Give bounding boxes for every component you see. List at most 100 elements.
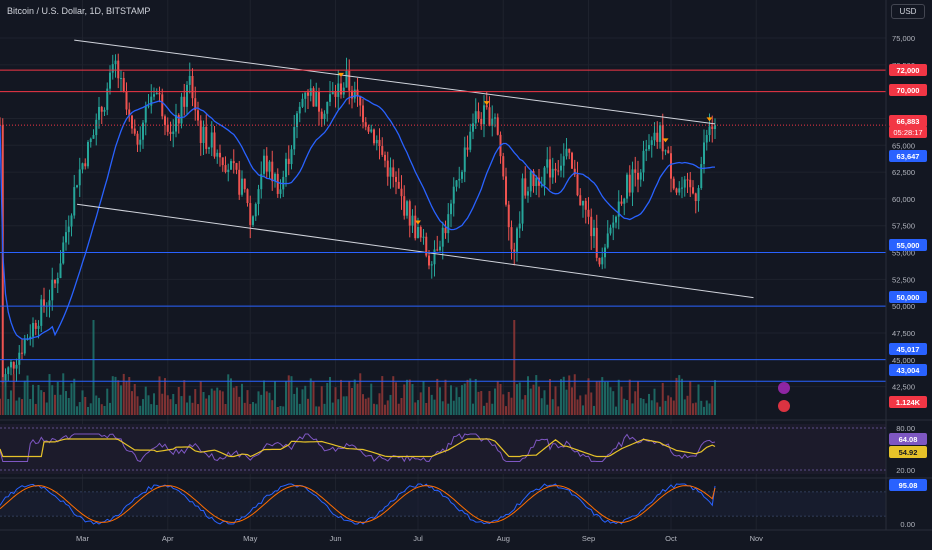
volume-bar — [337, 399, 340, 415]
volume-bar — [122, 373, 125, 415]
volume-bar — [26, 375, 29, 415]
volume-bar — [516, 384, 518, 415]
resistance-70000-tag: 70,000 — [889, 84, 927, 96]
candle-body — [477, 111, 480, 119]
volume-bar — [150, 404, 153, 415]
volume-bar — [571, 387, 573, 415]
rsi-ma-line — [0, 438, 716, 458]
price-tick-label: 45,000 — [892, 356, 915, 365]
volume-bar — [155, 404, 158, 415]
volume-bar — [593, 405, 595, 415]
volume-bar — [23, 380, 26, 415]
volume-bar — [100, 404, 103, 415]
candle-body — [323, 113, 326, 119]
volume-bar — [549, 379, 551, 415]
candle-body — [279, 189, 282, 194]
candle-body — [65, 232, 67, 243]
candle-body — [571, 152, 573, 169]
volume-bar — [334, 387, 337, 415]
candle-body — [463, 147, 466, 172]
candle-body — [224, 165, 227, 173]
volume-bar — [430, 394, 433, 415]
month-label: Sep — [582, 534, 595, 543]
volume-bar — [263, 380, 265, 415]
volume-bar — [37, 385, 40, 415]
candle-body — [714, 125, 716, 129]
support-50000-tag: 50,000 — [889, 291, 927, 303]
candle-body — [133, 128, 136, 134]
candle-body — [334, 91, 337, 97]
volume-bar — [194, 389, 197, 415]
currency-button[interactable]: USD — [891, 4, 925, 19]
candle-body — [257, 189, 260, 205]
candle-body — [205, 126, 208, 149]
volume-bar — [672, 400, 675, 415]
price-tick-label: 52,500 — [892, 275, 915, 284]
candle-body — [183, 96, 186, 107]
candle-body — [700, 164, 703, 189]
candle-body — [711, 126, 714, 129]
volume-bar — [133, 383, 136, 415]
volume-bar — [230, 378, 232, 415]
candle-body — [384, 154, 386, 161]
candle-body — [560, 165, 562, 171]
candle-body — [98, 106, 100, 120]
candle-body — [455, 180, 458, 187]
candle-body — [417, 227, 419, 239]
volume-bar — [521, 399, 524, 415]
candle-body — [565, 148, 568, 157]
volume-bar — [111, 376, 114, 415]
volume-value-tag: 1.124K — [889, 396, 927, 408]
candle-body — [689, 179, 692, 188]
volume-bar — [452, 400, 455, 415]
volume-bar — [617, 379, 620, 415]
volume-bar — [375, 404, 378, 415]
volume-bar — [120, 385, 122, 415]
candle-body — [692, 187, 694, 194]
volume-bar — [7, 399, 10, 415]
candle-body — [617, 201, 620, 217]
volume-bar — [694, 402, 697, 415]
candle-body — [23, 339, 26, 354]
candle-body — [147, 105, 150, 107]
candle-body — [469, 131, 472, 150]
volume-bar — [642, 398, 645, 415]
candle-body — [155, 92, 158, 95]
candle-body — [538, 177, 540, 186]
candle-body — [78, 169, 81, 186]
volume-bar — [205, 398, 208, 415]
volume-bar — [551, 399, 554, 415]
volume-bar — [639, 398, 642, 415]
volume-bar — [51, 385, 54, 415]
volume-bar — [312, 381, 315, 415]
volume-bar — [166, 395, 169, 415]
volume-bar — [202, 391, 205, 415]
volume-bar — [87, 406, 89, 415]
candle-body — [554, 168, 557, 171]
volume-bar — [0, 398, 1, 415]
candle-body — [29, 336, 32, 340]
volume-bar — [293, 393, 296, 415]
volume-bar — [700, 400, 703, 415]
candle-body — [472, 123, 474, 132]
volume-bar — [681, 378, 683, 415]
candle-body — [444, 227, 447, 234]
candle-body — [576, 174, 579, 196]
candle-body — [307, 92, 309, 96]
candle-body — [304, 92, 307, 99]
candle-body — [414, 215, 417, 239]
candle-body — [76, 185, 78, 188]
volume-bar — [565, 389, 568, 415]
volume-bar — [590, 392, 593, 415]
volume-bar — [125, 381, 128, 415]
candle-body — [169, 131, 172, 134]
volume-bar — [235, 386, 238, 415]
stoch-k-line — [0, 483, 716, 525]
volume-bar — [67, 398, 70, 415]
volume-bar — [92, 320, 95, 415]
volume-bar — [282, 406, 285, 415]
volume-bar — [260, 394, 263, 415]
candle-body — [612, 222, 615, 228]
candle-body — [496, 117, 499, 135]
